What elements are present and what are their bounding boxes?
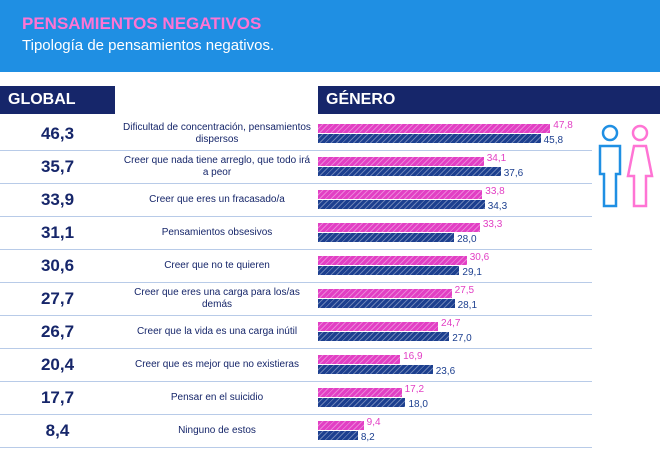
header-band — [0, 0, 660, 72]
bar — [318, 332, 450, 341]
value-label: 34,1 — [486, 153, 507, 164]
category-label: Pensamientos obsesivos — [161, 227, 273, 238]
bar — [318, 200, 485, 209]
row-separator — [0, 282, 592, 283]
gender-header: GÉNERO — [318, 86, 660, 114]
value-label: 18,0 — [408, 399, 428, 410]
value-label: 17,2 — [404, 384, 425, 395]
category-label: Creer que es mejor que no existieras — [135, 359, 299, 370]
value-label: 23,6 — [435, 366, 456, 377]
category-label: Pensar en el suicidio — [170, 392, 264, 403]
row-separator — [0, 348, 592, 349]
bar — [318, 355, 401, 364]
row-separator — [0, 447, 592, 448]
global-value: 26,7 — [40, 322, 75, 341]
global-value: 33,9 — [40, 190, 75, 209]
global-value: 46,3 — [40, 124, 75, 143]
row-separator — [0, 249, 592, 250]
global-value: 31,1 — [40, 223, 75, 242]
bar — [318, 124, 551, 133]
value-label: 33,3 — [482, 219, 503, 230]
row-separator — [0, 315, 592, 316]
value-label: 45,8 — [543, 135, 564, 146]
bar — [318, 167, 501, 176]
category-label: Ninguno de estos — [178, 425, 256, 436]
global-value: 27,7 — [40, 289, 75, 308]
bar — [318, 233, 455, 242]
subtitle: Tipología de pensamientos negativos. — [22, 37, 275, 54]
global-header: GLOBAL — [0, 86, 115, 114]
row-separator — [0, 414, 592, 415]
bar — [318, 421, 364, 430]
category-label: Creer que no te quieren — [164, 260, 270, 271]
bar — [318, 134, 541, 143]
value-label: 27,0 — [452, 333, 472, 344]
value-label: 47,8 — [553, 120, 573, 131]
global-value: 17,7 — [40, 388, 75, 407]
value-label: 8,2 — [360, 432, 375, 443]
global-value: 20,4 — [40, 355, 75, 374]
value-label: 28,1 — [457, 300, 478, 311]
bar — [318, 322, 439, 331]
bar — [318, 157, 484, 166]
value-label: 28,0 — [457, 234, 477, 245]
row-separator — [0, 381, 592, 382]
value-label: 24,7 — [441, 318, 461, 329]
bar — [318, 256, 467, 265]
bar — [318, 190, 483, 199]
value-label: 33,8 — [485, 186, 505, 197]
category-label: Dificultad de concentración, pensamiento… — [123, 122, 311, 145]
value-label: 16,9 — [403, 351, 423, 362]
bar — [318, 388, 402, 397]
value-label: 27,5 — [454, 285, 475, 296]
value-label: 37,6 — [503, 168, 524, 179]
category-label: Creer que eres una carga para los/as dem… — [134, 287, 300, 310]
value-label: 9,4 — [366, 417, 381, 428]
value-label: 29,1 — [462, 267, 482, 278]
category-label: Creer que nada tiene arreglo, que todo i… — [123, 155, 311, 178]
global-value: 35,7 — [40, 157, 75, 176]
bar — [318, 266, 460, 275]
bar — [318, 289, 452, 298]
bar — [318, 431, 358, 440]
global-value: 30,6 — [40, 256, 75, 275]
bar — [318, 398, 406, 407]
bar — [318, 223, 480, 232]
value-label: 30,6 — [469, 252, 490, 263]
category-label: Creer que la vida es una carga inútil — [136, 326, 298, 337]
bar — [318, 299, 455, 308]
title: PENSAMIENTOS NEGATIVOS — [22, 14, 262, 33]
bar — [318, 365, 433, 374]
value-label: 34,3 — [487, 201, 508, 212]
global-value: 8,4 — [45, 421, 70, 440]
row-separator — [0, 216, 592, 217]
row-separator — [0, 150, 592, 151]
gender-icons — [598, 124, 654, 208]
category-label: Creer que eres un fracasado/a — [149, 194, 285, 205]
row-separator — [0, 183, 592, 184]
